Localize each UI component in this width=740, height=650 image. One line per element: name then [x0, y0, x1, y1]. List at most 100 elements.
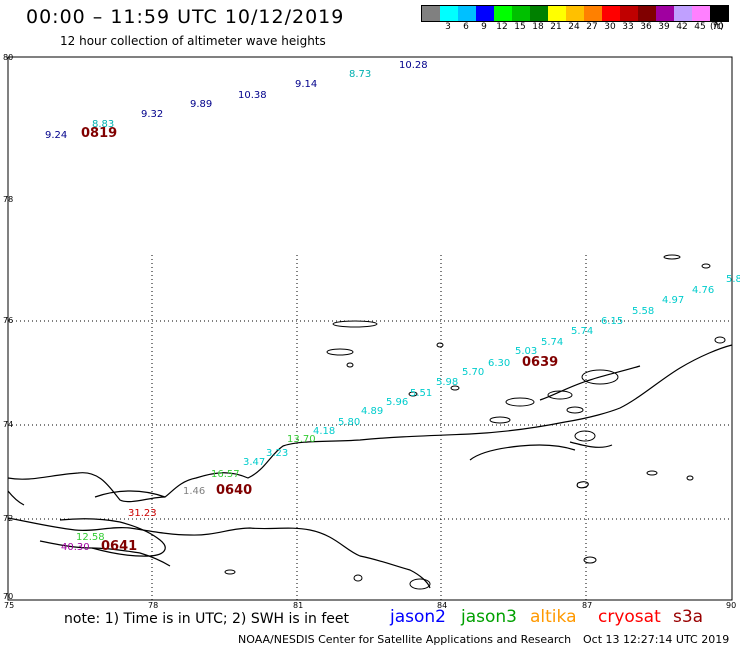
legend-s3a: s3a — [673, 607, 704, 627]
wave-height-label: 9.89 — [190, 99, 212, 110]
wave-height-label: 5.70 — [462, 367, 484, 378]
color-swatch — [638, 6, 656, 21]
color-swatch — [512, 6, 530, 21]
lat-label-72: 72 — [3, 514, 14, 523]
color-scale-label: 21 — [550, 22, 562, 32]
color-scale-label: 27 — [586, 22, 598, 32]
color-scale-label: 30 — [604, 22, 616, 32]
color-scale-label: 42 — [676, 22, 688, 32]
wave-height-label: 9.14 — [295, 79, 317, 90]
color-swatch — [422, 6, 440, 21]
pass-time-label: 0641 — [101, 539, 137, 554]
wave-height-label: 9.32 — [141, 109, 163, 120]
lat-label-76: 76 — [3, 316, 14, 325]
wave-height-label: 6.15 — [601, 316, 623, 327]
map-frame — [7, 56, 733, 601]
lat-label-80: 80 — [3, 53, 14, 62]
lon-label-84: 84 — [437, 601, 448, 610]
color-swatch — [458, 6, 476, 21]
footer-timestamp: Oct 13 12:27:14 UTC 2019 — [583, 633, 730, 646]
legend-cryosat: cryosat — [598, 607, 661, 627]
legend-jason2: jason2 — [390, 607, 446, 627]
color-scale-label: 12 — [496, 22, 508, 32]
wave-height-label: 5.03 — [515, 346, 537, 357]
color-scale-label: 24 — [568, 22, 580, 32]
wave-height-label: 8.83 — [92, 119, 114, 130]
color-scale-label: 18 — [532, 22, 544, 32]
color-swatch — [620, 6, 638, 21]
wave-height-label: 16.57 — [211, 469, 240, 480]
wave-height-label: 31.23 — [128, 508, 157, 519]
footer-note: note: 1) Time is in UTC; 2) SWH is in fe… — [64, 611, 350, 627]
wave-height-labels: 9.24 8.83 9.32 9.89 10.38 9.14 8.73 10.28 0819 13… — [45, 60, 740, 554]
lon-label-81: 81 — [293, 601, 304, 610]
wave-height-label: 5.80 — [338, 417, 360, 428]
color-swatch — [710, 6, 728, 21]
color-scale-label: 9 — [481, 22, 487, 32]
color-scale-unit: (ft) — [710, 22, 724, 32]
islands — [224, 254, 726, 590]
color-scale-labels: 3 6 9 12 15 18 21 24 27 30 33 36 39 42 45 70 — [421, 22, 727, 34]
wave-height-label: 8.73 — [349, 69, 371, 80]
lon-label-78: 78 — [148, 601, 159, 610]
map-title: 00:00 – 11:59 UTC 10/12/2019 — [26, 6, 345, 28]
color-scale-label: 39 — [658, 22, 670, 32]
color-scale-label: 45 — [694, 22, 706, 32]
coastline — [7, 344, 733, 589]
footer-credit: NOAA/NESDIS Center for Satellite Applica… — [238, 633, 572, 646]
color-swatch — [602, 6, 620, 21]
color-swatch — [656, 6, 674, 21]
lat-label-78: 78 — [3, 195, 14, 204]
color-scale-label: 33 — [622, 22, 634, 32]
pass-time-label: 0819 — [81, 126, 117, 141]
lon-label-75: 75 — [4, 601, 15, 610]
color-scale-label: 36 — [640, 22, 652, 32]
wave-height-label: 3.47 — [243, 457, 265, 468]
map-subtitle: 12 hour collection of altimeter wave hei… — [60, 34, 326, 48]
color-swatch — [548, 6, 566, 21]
wave-height-label: 4.89 — [361, 406, 383, 417]
wave-height-label: 4.76 — [692, 285, 714, 296]
color-swatch — [566, 6, 584, 21]
color-scale-label: 70 — [712, 22, 724, 32]
color-swatch — [674, 6, 692, 21]
color-swatch — [530, 6, 548, 21]
legend-jason3: jason3 — [461, 607, 517, 627]
wave-height-label: 12.58 — [76, 532, 105, 543]
color-scale-label: 6 — [463, 22, 469, 32]
pass-time-label: 0639 — [522, 355, 558, 370]
wave-height-label: 4.97 — [662, 295, 684, 306]
color-swatch — [440, 6, 458, 21]
wave-height-label: 9.24 — [45, 130, 67, 141]
lat-label-70: 70 — [3, 592, 14, 601]
pass-time-label: 0640 — [216, 483, 252, 498]
lon-label-90: 90 — [726, 601, 737, 610]
color-scale-label: 15 — [514, 22, 526, 32]
wave-height-label: 5.8 — [726, 274, 740, 285]
color-scale-bar — [421, 5, 729, 22]
color-scale-label: 3 — [445, 22, 451, 32]
wave-height-label: 10.38 — [238, 90, 267, 101]
wave-height-label: 13.70 — [287, 434, 316, 445]
wave-height-label: 1.46 — [183, 486, 205, 497]
legend-altika: altika — [530, 607, 577, 627]
color-swatch — [476, 6, 494, 21]
wave-height-label: 3.23 — [266, 448, 288, 459]
color-swatch — [494, 6, 512, 21]
color-swatch — [692, 6, 710, 21]
map-gridlines — [8, 255, 732, 600]
wave-height-label: 5.98 — [436, 377, 458, 388]
wave-height-label: 5.74 — [541, 337, 563, 348]
wave-height-label: 5.96 — [386, 397, 408, 408]
lon-label-87: 87 — [582, 601, 593, 610]
wave-height-label: 6.30 — [488, 358, 510, 369]
wave-height-label: 40.30 — [61, 542, 90, 553]
lat-label-74: 74 — [3, 420, 14, 429]
wave-height-label: 4.18 — [313, 426, 335, 437]
wave-height-label: 5.58 — [632, 306, 654, 317]
wave-height-label: 5.51 — [410, 388, 432, 399]
wave-height-label: 10.28 — [399, 60, 428, 71]
wave-height-label: 5.74 — [571, 326, 593, 337]
color-swatch — [584, 6, 602, 21]
